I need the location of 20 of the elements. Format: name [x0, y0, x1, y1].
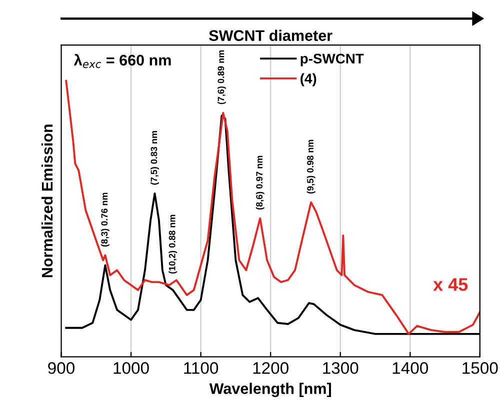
annotation: (7,5) 0.83 nm: [150, 131, 159, 185]
x-axis-title: Wavelength [nm]: [209, 382, 331, 398]
annotation: (9,5) 0.98 nm: [306, 140, 316, 194]
annotation: (7,6) 0.89 nm: [218, 50, 226, 104]
x-tick-label: 1500: [462, 362, 498, 374]
x-tick-label: 1300: [323, 362, 358, 374]
x-tick-label: 1200: [253, 362, 288, 374]
annotation: (8,3) 0.76 nm: [100, 192, 110, 246]
x-tick-label: 900: [48, 362, 74, 374]
annotation: (10,2) 0.88 nm: [168, 214, 178, 274]
annotation: (8,6) 0.97 nm: [256, 156, 264, 210]
chart-title: SWCNT diameter: [209, 30, 332, 41]
x-tick-label: 1100: [184, 362, 218, 374]
annotation: x 45: [433, 278, 468, 291]
text: λ$_{exc}$ = 660 nm: [74, 54, 171, 68]
legend-label: p-SWCNT: [300, 54, 364, 66]
y-axis-title: Normalized Emission: [41, 124, 53, 278]
x-tick-label: 1000: [114, 362, 149, 374]
legend-label: (4): [300, 73, 316, 86]
x-tick-label: 1400: [392, 362, 428, 374]
